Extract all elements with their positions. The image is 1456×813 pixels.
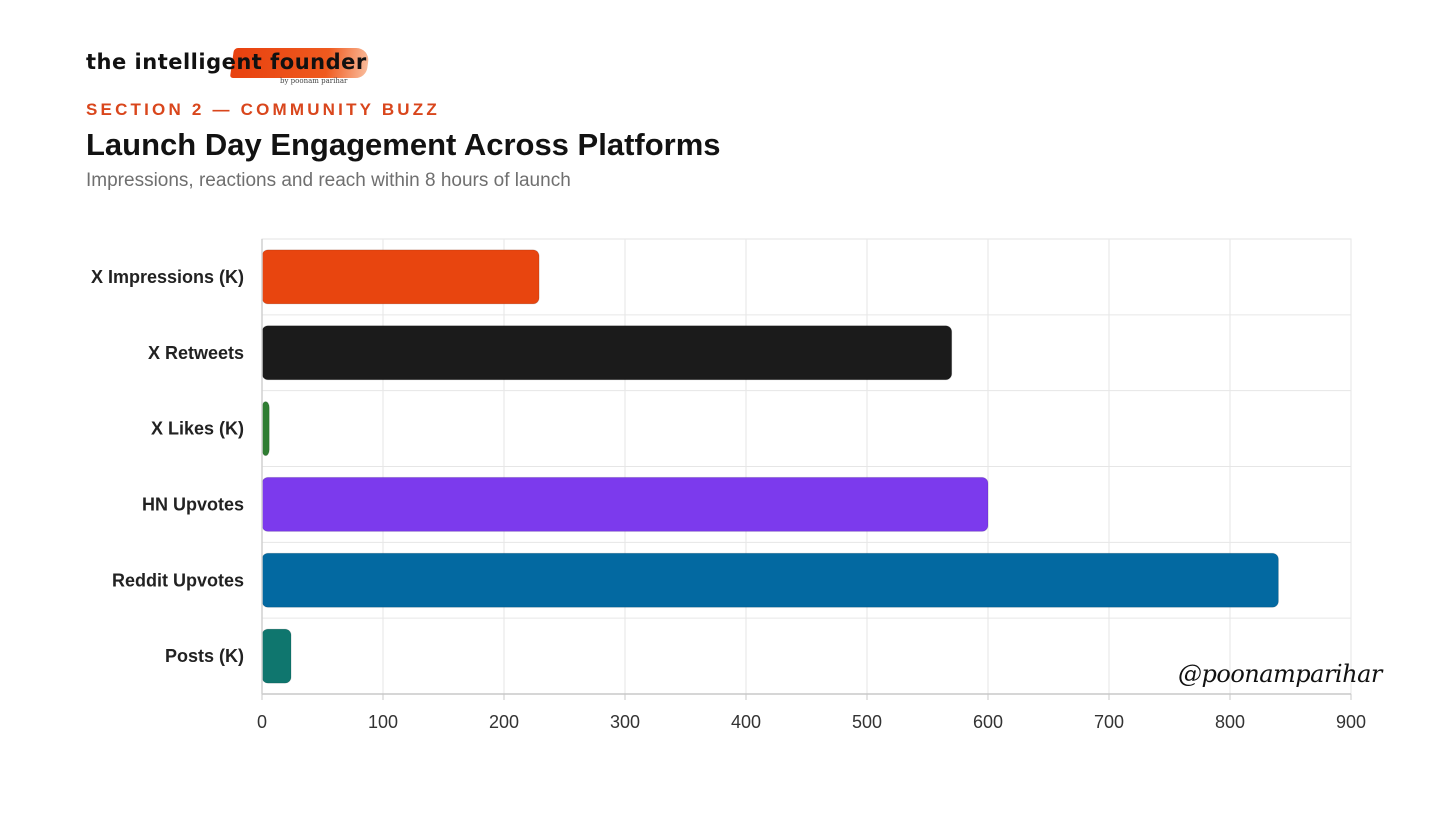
chart-title: Launch Day Engagement Across Platforms xyxy=(86,127,721,162)
brand-logo: the intelligent founder by poonam pariha… xyxy=(86,46,376,88)
logo-wordmark: the intelligent founder xyxy=(86,50,367,74)
x-tick-label: 900 xyxy=(1336,712,1366,732)
x-tick-label: 600 xyxy=(973,712,1003,732)
x-tick-label: 200 xyxy=(489,712,519,732)
bar-5 xyxy=(261,552,1279,608)
x-tick-label: 100 xyxy=(368,712,398,732)
category-label: X Likes (K) xyxy=(151,419,244,439)
bar-2 xyxy=(261,325,953,381)
bar-3 xyxy=(261,401,270,457)
x-tick-label: 500 xyxy=(852,712,882,732)
bar-4 xyxy=(261,476,989,532)
chart-subtitle: Impressions, reactions and reach within … xyxy=(86,170,571,191)
category-label: X Impressions (K) xyxy=(91,267,244,287)
x-tick-label: 300 xyxy=(610,712,640,732)
x-tick-label: 700 xyxy=(1094,712,1124,732)
author-signature: @poonamparihar xyxy=(1178,660,1382,688)
category-label: Posts (K) xyxy=(165,646,244,666)
bar-1 xyxy=(261,249,540,305)
category-label: Reddit Upvotes xyxy=(112,570,244,590)
x-tick-label: 800 xyxy=(1215,712,1245,732)
x-tick-label: 400 xyxy=(731,712,761,732)
section-eyebrow: SECTION 2 — COMMUNITY BUZZ xyxy=(86,100,440,119)
x-tick-label: 0 xyxy=(257,712,267,732)
category-label: HN Upvotes xyxy=(142,494,244,514)
category-label: X Retweets xyxy=(148,343,244,363)
bar-6 xyxy=(261,628,292,684)
logo-byline: by poonam parihar xyxy=(280,77,348,85)
